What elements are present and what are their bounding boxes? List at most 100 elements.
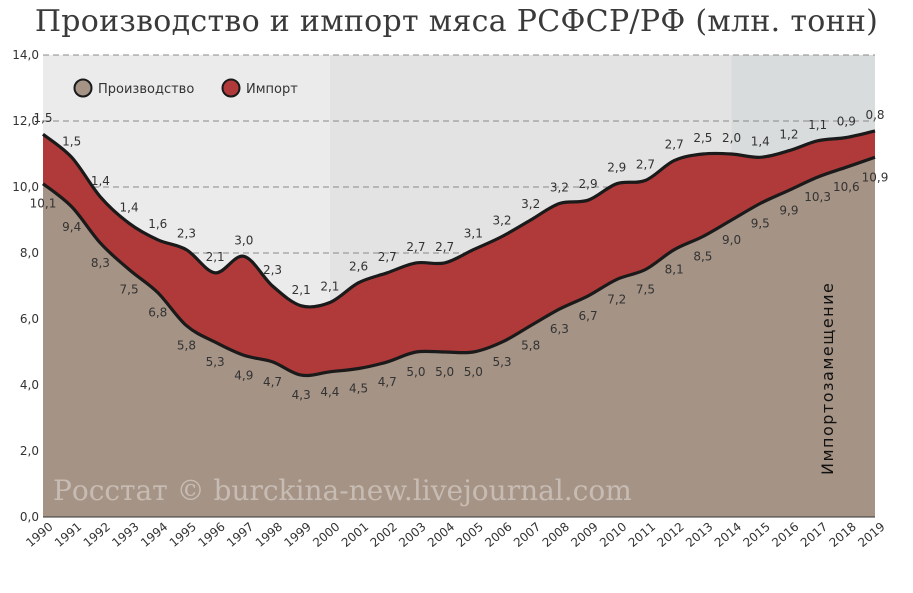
x-tick-label: 2011 (626, 520, 658, 550)
import-value-label: 1,1 (808, 118, 827, 132)
production-value-label: 4,3 (292, 388, 311, 402)
production-value-label: 5,0 (435, 365, 454, 379)
import-value-label: 2,9 (607, 161, 626, 175)
x-tick-label: 1995 (167, 520, 199, 550)
import-value-label: 1,4 (91, 174, 110, 188)
x-tick-label: 2014 (712, 520, 744, 550)
import-value-label: 1,5 (62, 134, 81, 148)
production-value-label: 9,0 (722, 233, 741, 247)
x-tick-label: 2004 (425, 520, 457, 550)
x-tick-label: 2003 (396, 520, 428, 550)
production-value-label: 9,4 (62, 220, 81, 234)
x-tick-label: 2016 (769, 520, 801, 550)
x-tick-label: 2012 (654, 520, 686, 550)
x-tick-label: 2006 (482, 520, 514, 550)
x-tick-label: 1993 (109, 520, 141, 550)
import-value-label: 1,6 (148, 217, 167, 231)
legend-label-production: Производство (98, 82, 194, 97)
import-value-label: 1,2 (779, 128, 798, 142)
production-value-label: 6,7 (579, 309, 598, 323)
x-tick-label: 2018 (827, 520, 859, 550)
x-tick-label: 2001 (339, 520, 371, 550)
production-value-label: 6,3 (550, 322, 569, 336)
x-tick-label: 1999 (281, 520, 313, 550)
chart-title: Производство и импорт мяса РСФСР/РФ (млн… (34, 4, 879, 39)
import-value-label: 2,1 (292, 283, 311, 297)
x-tick-label: 2007 (511, 520, 543, 550)
production-value-label: 7,5 (120, 283, 139, 297)
legend-swatch-production (73, 78, 93, 98)
x-tick-label: 2015 (740, 520, 772, 550)
production-area (43, 157, 875, 518)
x-tick-label: 2002 (368, 520, 400, 550)
y-tick-label: 8,0 (20, 246, 39, 260)
production-value-label: 4,4 (320, 385, 339, 399)
legend-swatch-import (221, 78, 241, 98)
x-tick-label: 1992 (81, 520, 113, 550)
data-labels: 10,1 9,4 8,3 7,5 6,8 5,8 5,3 4,9 4,7 4,3 4,4 4,5 4,7… (30, 108, 889, 475)
import-value-label: 3,0 (234, 233, 253, 247)
import-value-label: 0,9 (837, 115, 856, 129)
x-tick-label: 1990 (23, 520, 55, 550)
import-value-label: 2,7 (435, 240, 454, 254)
production-value-label: 4,5 (349, 382, 368, 396)
y-tick-label: 2,0 (20, 444, 39, 458)
production-value-label: 9,9 (779, 203, 798, 217)
import-value-label: 2,1 (320, 280, 339, 294)
production-value-label: 5,3 (492, 355, 511, 369)
x-tick-label: 1997 (224, 520, 256, 550)
legend-label-import: Импорт (246, 82, 298, 97)
x-tick-label: 2019 (855, 520, 887, 550)
watermark-group: Росстат © burckina-new.livejournal.com (53, 474, 632, 507)
production-value-label: 8,3 (91, 256, 110, 270)
production-value-label: 5,8 (177, 339, 196, 353)
import-value-label: 2,0 (722, 131, 741, 145)
x-tick-label: 2009 (568, 520, 600, 550)
production-value-label: 10,9 (862, 170, 889, 184)
y-tick-label: 0,0 (20, 510, 39, 524)
production-value-label: 5,0 (406, 365, 425, 379)
production-value-label: 9,5 (751, 217, 770, 231)
import-value-label: 2,9 (579, 177, 598, 191)
import-area (43, 130, 875, 376)
y-tick-label: 12,0 (12, 114, 39, 128)
y-tick-label: 14,0 (12, 48, 39, 62)
production-value-label: 4,7 (263, 375, 282, 389)
production-value-label: 5,8 (521, 339, 540, 353)
watermark: Росстат © burckina-new.livejournal.com (53, 474, 632, 507)
production-value-label: 4,7 (378, 375, 397, 389)
import-value-label: 1,4 (751, 134, 770, 148)
y-tick-label: 4,0 (20, 378, 39, 392)
production-value-label: 10,3 (804, 190, 831, 204)
import-value-label: 2,7 (636, 157, 655, 171)
import-value-label: 1,4 (120, 200, 139, 214)
x-tick-label: 1998 (253, 520, 285, 550)
x-tick-label: 2017 (798, 520, 830, 550)
import-value-label: 2,3 (263, 263, 282, 277)
x-tick-label: 1996 (195, 520, 227, 550)
x-tick-label: 1991 (52, 520, 84, 550)
production-value-label: 8,5 (693, 250, 712, 264)
production-value-label: 5,0 (464, 365, 483, 379)
import-value-label: 3,2 (492, 214, 511, 228)
import-value-label: 3,2 (521, 197, 540, 211)
y-tick-label: 10,0 (12, 180, 39, 194)
import-value-label: 2,7 (378, 250, 397, 264)
import-value-label: 3,2 (550, 181, 569, 195)
import-value-label: 0,8 (865, 108, 884, 122)
import-value-label: 3,1 (464, 227, 483, 241)
import-value-label: 2,7 (406, 240, 425, 254)
import-value-label: 2,7 (665, 138, 684, 152)
production-value-label: 7,2 (607, 292, 626, 306)
import-value-label: 2,1 (206, 250, 225, 264)
x-tick-label: 2010 (597, 520, 629, 550)
production-value-label: 10,1 (30, 197, 57, 211)
x-tick-label: 2013 (683, 520, 715, 550)
x-tick-label: 2000 (310, 520, 342, 550)
x-tick-label: 1994 (138, 520, 170, 550)
import-substitution-annotation: Импортозамещение (818, 282, 837, 475)
x-tick-label: 2008 (540, 520, 572, 550)
series-lines (41, 129, 876, 378)
import-value-label: 1,5 (33, 111, 52, 125)
